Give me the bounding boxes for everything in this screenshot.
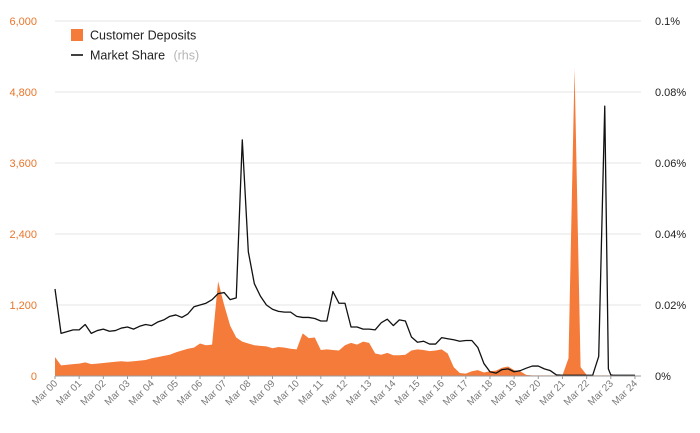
x-tick-label: Mar 21	[538, 378, 568, 408]
x-tick-label: Mar 04	[127, 378, 157, 408]
x-tick-label: Mar 02	[79, 378, 109, 408]
y-left-tick-label: 0	[31, 371, 37, 383]
legend: Customer Deposits Market Share (rhs)	[71, 29, 199, 64]
y-right-tick-label: 0.1%	[655, 16, 680, 28]
x-tick-label: Mar 09	[248, 378, 278, 408]
market-share-line	[54, 105, 635, 376]
y-right-tick-label: 0.02%	[655, 300, 686, 312]
x-tick-label: Mar 22	[562, 378, 592, 408]
x-tick-label: Mar 16	[417, 378, 447, 408]
y-right-tick-label: 0.08%	[655, 87, 686, 99]
y-left-tick-label: 2,400	[9, 229, 37, 241]
x-tick-label: Mar 05	[151, 378, 181, 408]
plot-area	[54, 68, 635, 376]
deposits-area	[55, 68, 635, 376]
x-tick-label: Mar 23	[586, 378, 616, 408]
y-left-tick-label: 3,600	[9, 158, 37, 170]
x-tick-label: Mar 12	[320, 378, 350, 408]
x-tick-label: Mar 08	[224, 378, 254, 408]
y-left-tick-label: 4,800	[9, 87, 37, 99]
x-tick-label: Mar 01	[54, 378, 84, 408]
x-tick-label: Mar 07	[199, 378, 229, 408]
x-tick-label: Mar 18	[465, 378, 495, 408]
y-right-tick-label: 0%	[655, 371, 671, 383]
x-tick-label: Mar 19	[489, 378, 519, 408]
gridlines	[55, 20, 641, 306]
x-tick-label: Mar 10	[272, 378, 302, 408]
legend-share-text: Market Share	[90, 49, 165, 63]
x-tick-label: Mar 14	[369, 378, 399, 408]
y-right-tick-label: 0.04%	[655, 229, 686, 241]
x-tick-label: Mar 24	[610, 378, 640, 408]
x-tick-label: Mar 13	[344, 378, 374, 408]
x-tick-label: Mar 17	[441, 378, 471, 408]
x-tick-label: Mar 15	[393, 378, 423, 408]
y-left-tick-label: 6,000	[9, 16, 37, 28]
x-tick-label: Mar 03	[103, 378, 133, 408]
legend-swatch-deposits	[71, 29, 83, 41]
y-left-tick-label: 1,200	[9, 300, 37, 312]
x-tick-label: Mar 20	[514, 378, 544, 408]
legend-share-rhs: (rhs)	[173, 49, 199, 63]
legend-label-deposits: Customer Deposits	[90, 29, 196, 43]
y-right-tick-label: 0.06%	[655, 158, 686, 170]
x-tick-label: Mar 06	[175, 378, 205, 408]
legend-label-share: Market Share (rhs)	[90, 47, 199, 64]
